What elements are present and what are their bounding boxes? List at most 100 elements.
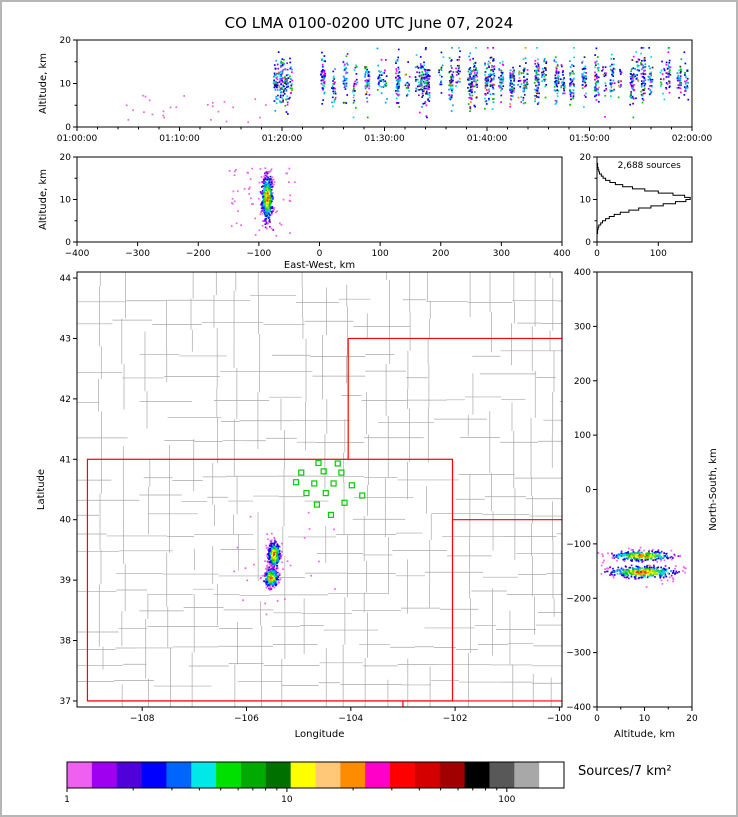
x-tick-label: 02:00:00: [672, 134, 713, 144]
x-tick-label: 200: [432, 249, 449, 259]
colorbar: 1 10 100: [64, 761, 565, 805]
y-tick-label: −400: [566, 703, 591, 713]
x-tick-label: 0: [317, 249, 323, 259]
x-tick-label: 10: [639, 714, 651, 724]
lma-station-marker: [322, 490, 329, 497]
y-tick-label: 400: [574, 268, 591, 278]
y-tick-label: 38: [60, 637, 72, 647]
colorbar-segment: [514, 762, 540, 788]
x-tick-label: 20: [686, 714, 698, 724]
lma-station-marker: [298, 469, 305, 476]
x-tick-label: 100: [650, 249, 667, 259]
x-tick-label: 0: [594, 714, 600, 724]
lma-station-marker: [341, 499, 348, 506]
colorbar-segment: [340, 762, 366, 788]
x-tick-label: −106: [234, 714, 259, 724]
lma-station-marker: [338, 469, 345, 476]
y-tick-label: 40: [60, 516, 72, 526]
colorbar-segment: [390, 762, 416, 788]
lma-station-marker: [330, 480, 337, 487]
ew-height-sources: [228, 167, 296, 237]
x-tick-label: 01:00:00: [57, 134, 98, 144]
ns-height-sources: [597, 546, 687, 588]
axes-frame: [76, 39, 693, 128]
map-sources: [233, 511, 336, 616]
x-tick-label: 01:20:00: [262, 134, 303, 144]
altitude-histogram-line: [597, 157, 691, 242]
time-height-sources: [125, 47, 690, 124]
x-tick-label: 01:30:00: [364, 134, 405, 144]
y-tick-label: 20: [60, 153, 72, 163]
colorbar-segment: [290, 762, 316, 788]
lma-station-marker: [334, 460, 341, 467]
y-tick-label: 37: [60, 697, 71, 707]
lma-station-marker: [292, 479, 300, 486]
alt-histogram-panel: 2,688 sources 0 100 0 10 20: [580, 153, 693, 259]
x-tick-label: 400: [553, 249, 570, 259]
x-tick-label: −300: [125, 249, 150, 259]
y-tick-label: 0: [585, 486, 591, 496]
axes-frame: [76, 271, 563, 708]
y-tick-label: 20: [580, 153, 592, 163]
county-boundaries: [77, 272, 562, 707]
y-tick-label: −100: [566, 540, 591, 550]
y-tick-label: 0: [585, 238, 591, 248]
y-tick-label: 20: [60, 36, 72, 46]
colorbar-tick-label: 1: [64, 795, 70, 805]
y-tick-label: 42: [60, 395, 71, 405]
y-tick-label: 43: [60, 334, 71, 344]
y-axis-label: Altitude, km: [38, 53, 49, 114]
lma-station-marker: [313, 501, 320, 508]
y-tick-label: 0: [65, 238, 71, 248]
colorbar-segment: [439, 762, 465, 788]
y-axis-label: Altitude, km: [38, 169, 49, 230]
y-tick-label: 10: [60, 80, 72, 90]
x-axis-label: Altitude, km: [614, 729, 675, 740]
state-boundaries: [86, 337, 562, 707]
colorbar-segment: [166, 762, 192, 788]
x-tick-label: 0: [594, 249, 600, 259]
x-tick-label: 01:10:00: [159, 134, 200, 144]
x-tick-label: −102: [443, 714, 468, 724]
x-tick-label: −100: [547, 714, 572, 724]
source-count-label: 2,688 sources: [618, 161, 682, 171]
colorbar-segment: [216, 762, 242, 788]
x-tick-label: −100: [247, 249, 272, 259]
figure-title: CO LMA 0100-0200 UTC June 07, 2024: [224, 14, 514, 32]
x-tick-label: 01:50:00: [569, 134, 610, 144]
colorbar-segment: [141, 762, 167, 788]
x-axis-label: East-West, km: [284, 260, 355, 271]
x-axis-label: Longitude: [295, 729, 345, 740]
y-tick-label: 10: [60, 196, 72, 206]
x-tick-label: 300: [493, 249, 510, 259]
axes-frame: [596, 271, 693, 708]
lma-stations: [292, 459, 366, 518]
y-tick-label: 41: [60, 455, 71, 465]
colorbar-segment: [365, 762, 391, 788]
y-tick-label: −300: [566, 649, 591, 659]
colorbar-segment: [489, 762, 515, 788]
y-tick-label: 200: [574, 377, 591, 387]
colorbar-tick-label: 10: [281, 795, 293, 805]
ns-height-panel: 0 10 20 −400 −300 −200 −100 0 100 200 300 400 Altitu…: [566, 268, 719, 740]
y-tick-label: 100: [574, 431, 591, 441]
y-tick-label: 44: [60, 274, 72, 284]
y-tick-label: 39: [60, 576, 72, 586]
lma-station-marker: [348, 482, 355, 489]
plan-map-panel: −108 −106 −104 −102 −100 37 38 39 40 41 42 43 44 Long…: [36, 271, 572, 740]
lma-station-marker: [320, 468, 327, 475]
lma-station-marker: [327, 511, 335, 518]
x-tick-label: −108: [130, 714, 155, 724]
x-tick-label: 100: [372, 249, 389, 259]
colorbar-segment: [414, 762, 441, 788]
colorbar-segment: [539, 762, 565, 788]
colorbar-segment: [116, 762, 142, 788]
colorbar-segment: [240, 762, 267, 788]
y-tick-label: 10: [580, 196, 592, 206]
lma-station-marker: [359, 492, 366, 499]
x-tick-label: −400: [65, 249, 90, 259]
colorbar-tick-label: 100: [498, 795, 515, 805]
axes-frame: [76, 156, 563, 243]
